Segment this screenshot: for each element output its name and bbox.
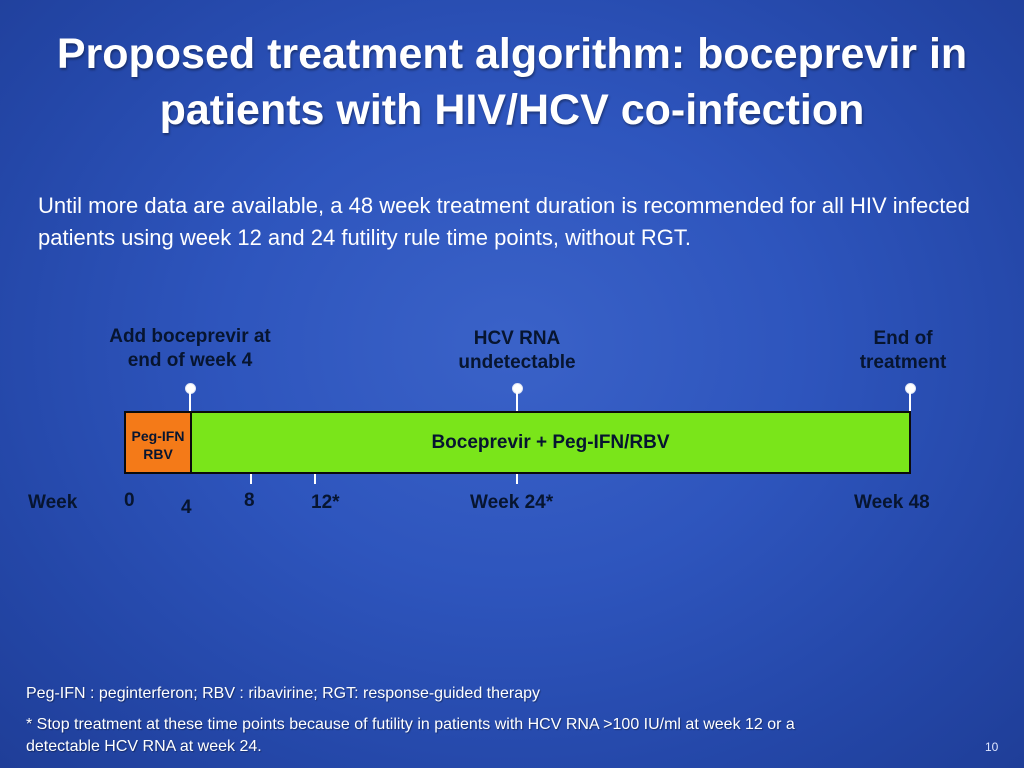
week-8-label: 8	[244, 490, 255, 511]
footnote-futility-line-2: detectable HCV RNA at week 24.	[26, 738, 262, 755]
slide-title-line-2: patients with HIV/HCV co-infection	[159, 86, 865, 134]
tick-week-12	[314, 474, 316, 484]
peg-ifn-rbv-lead-in-segment: Peg-IFN RBV	[124, 411, 192, 474]
boceprevir-peg-ifn-rbv-segment: Boceprevir + Peg-IFN/RBV	[190, 411, 911, 474]
milestone-add-boceprevir: Add boceprevir at end of week 4	[109, 326, 271, 371]
tick-week-24	[516, 474, 518, 484]
week-0-label: 0	[124, 490, 135, 511]
week-4-label: 4	[181, 497, 192, 518]
slide-title: Proposed treatment algorithm: boceprevir…	[0, 26, 1024, 138]
milestone-end-of-treatment: End of treatment	[859, 328, 947, 373]
milestone-pin-line	[909, 390, 911, 411]
week-48-label: Week 48	[854, 492, 930, 513]
page-number: 10	[985, 740, 999, 754]
milestone-pin-line	[516, 390, 518, 411]
week-24-label: Week 24*	[470, 492, 554, 513]
milestone-pin-line	[189, 390, 191, 411]
week-12-label: 12*	[311, 492, 340, 513]
tick-week-8	[250, 474, 252, 484]
milestone-hcv-rna-undetectable: HCV RNA undetectable	[458, 328, 576, 373]
footnote-abbreviations: Peg-IFN : peginterferon; RBV : ribavirin…	[26, 685, 541, 702]
intro-text: Until more data are available, a 48 week…	[38, 193, 970, 250]
week-axis-label: Week	[28, 492, 78, 513]
slide-title-line-1: Proposed treatment algorithm: boceprevir…	[56, 30, 968, 78]
footnote-futility-line-1: * Stop treatment at these time points be…	[26, 716, 795, 733]
